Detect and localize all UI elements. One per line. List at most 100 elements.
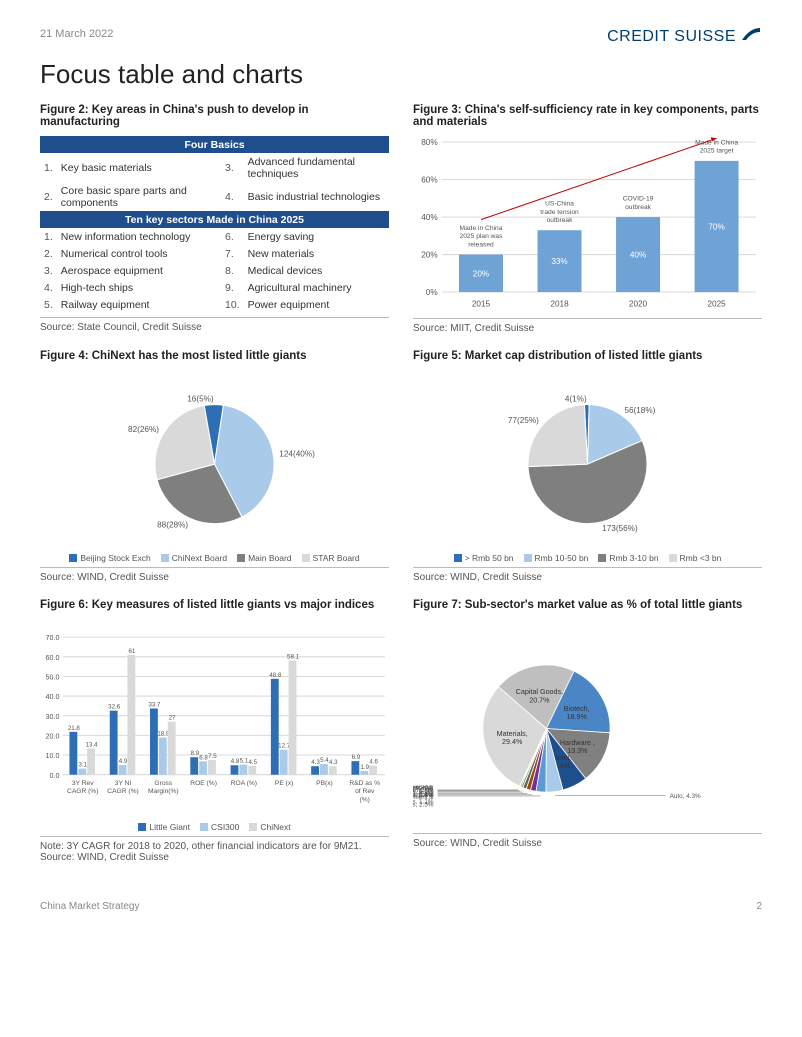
- footer-left: China Market Strategy: [40, 901, 140, 912]
- fig6-title: Figure 6: Key measures of listed little …: [40, 599, 389, 627]
- svg-text:20%: 20%: [421, 251, 437, 260]
- fig2-table: Four Basics1.Key basic materials3.Advanc…: [40, 136, 389, 313]
- svg-text:10.0: 10.0: [46, 752, 60, 760]
- fig3-body: 0%20%40%60%80%20%2015Made in China2025 p…: [413, 136, 762, 314]
- svg-text:6.9: 6.9: [352, 754, 361, 761]
- svg-text:8.9: 8.9: [190, 750, 199, 757]
- svg-text:released: released: [468, 241, 494, 248]
- svg-text:2020: 2020: [629, 299, 648, 308]
- svg-text:PE (x): PE (x): [275, 780, 294, 787]
- fig2-title: Figure 2: Key areas in China's push to d…: [40, 104, 389, 132]
- fig6-body: 0.010.020.030.040.050.060.070.021.83.113…: [40, 631, 389, 833]
- figure-2: Figure 2: Key areas in China's push to d…: [40, 104, 389, 344]
- svg-text:21.8: 21.8: [68, 725, 81, 732]
- svg-text:40%: 40%: [630, 251, 646, 260]
- svg-text:29.4%: 29.4%: [502, 738, 523, 746]
- svg-text:3.1: 3.1: [78, 761, 87, 768]
- svg-text:4.5: 4.5: [248, 759, 257, 766]
- svg-text:20%: 20%: [473, 269, 489, 278]
- svg-text:0.1%: 0.1%: [419, 791, 434, 798]
- svg-text:48.8: 48.8: [269, 671, 282, 678]
- svg-text:Semi,: Semi,: [553, 754, 571, 762]
- page-title: Focus table and charts: [40, 59, 762, 90]
- fig7-source: Source: WIND, Credit Suisse: [413, 833, 762, 849]
- svg-text:0%: 0%: [426, 288, 438, 297]
- svg-text:33%: 33%: [551, 257, 567, 266]
- fig4-source: Source: WIND, Credit Suisse: [40, 567, 389, 583]
- svg-text:PB(x): PB(x): [316, 780, 333, 787]
- svg-text:2025 plan was: 2025 plan was: [460, 233, 504, 240]
- svg-text:outbreak: outbreak: [625, 204, 652, 211]
- svg-text:Auto, 4.3%: Auto, 4.3%: [670, 792, 701, 799]
- fig6-chart: 0.010.020.030.040.050.060.070.021.83.113…: [40, 631, 389, 816]
- svg-text:40%: 40%: [421, 213, 437, 222]
- svg-text:4.8: 4.8: [231, 758, 240, 765]
- svg-text:27: 27: [169, 714, 176, 721]
- svg-text:4.6: 4.6: [369, 758, 378, 765]
- svg-text:(%): (%): [360, 796, 370, 803]
- svg-text:Margin(%): Margin(%): [148, 788, 179, 795]
- figure-5: Figure 5: Market cap distribution of lis…: [413, 350, 762, 593]
- svg-text:20.7%: 20.7%: [529, 696, 550, 704]
- sail-icon: [740, 26, 762, 47]
- svg-text:7.5: 7.5: [208, 753, 217, 760]
- svg-text:77(25%): 77(25%): [508, 415, 539, 424]
- svg-text:16(5%): 16(5%): [187, 394, 214, 403]
- svg-text:60%: 60%: [421, 176, 437, 185]
- svg-text:33.7: 33.7: [148, 701, 161, 708]
- svg-text:173(56%): 173(56%): [602, 524, 638, 533]
- fig2-source: Source: State Council, Credit Suisse: [40, 317, 389, 333]
- svg-text:3Y NI: 3Y NI: [115, 780, 132, 787]
- svg-text:30.0: 30.0: [46, 713, 60, 721]
- fig5-legend: > Rmb 50 bn Rmb 10-50 bn Rmb 3-10 bn Rmb…: [413, 553, 762, 563]
- svg-text:4(1%): 4(1%): [565, 394, 587, 403]
- fig5-body: 4(1%) 56(18%) 173(56%) 77(25%) > Rmb 50 bn …: [413, 382, 762, 563]
- svg-text:32.6: 32.6: [108, 703, 121, 710]
- svg-text:3Y Rev: 3Y Rev: [72, 780, 94, 787]
- svg-text:Hardware ,: Hardware ,: [560, 739, 595, 747]
- fig4-title: Figure 4: ChiNext has the most listed li…: [40, 350, 389, 378]
- svg-text:61: 61: [128, 648, 135, 655]
- fig6-legend: Little Giant CSI300 ChiNext: [40, 822, 389, 832]
- svg-text:Materials,: Materials,: [497, 730, 528, 738]
- svg-text:70%: 70%: [708, 223, 724, 232]
- svg-text:2025 target: 2025 target: [700, 148, 734, 155]
- svg-text:4.3: 4.3: [329, 759, 338, 766]
- fig7-chart: Materials,29.4%Capital Goods,20.7%Biotec…: [413, 631, 762, 826]
- svg-text:40.0: 40.0: [46, 693, 60, 701]
- svg-text:5.1: 5.1: [240, 757, 249, 764]
- fig7-body: Materials,29.4%Capital Goods,20.7%Biotec…: [413, 631, 762, 829]
- svg-text:1.9: 1.9: [360, 764, 369, 771]
- svg-text:60.0: 60.0: [46, 654, 60, 662]
- svg-text:Made in China: Made in China: [695, 139, 738, 146]
- svg-text:20.0: 20.0: [46, 732, 60, 740]
- fig3-chart: 0%20%40%60%80%20%2015Made in China2025 p…: [413, 136, 762, 311]
- svg-text:82(26%): 82(26%): [128, 425, 159, 434]
- figure-4: Figure 4: ChiNext has the most listed li…: [40, 350, 389, 593]
- figure-6: Figure 6: Key measures of listed little …: [40, 599, 389, 874]
- fig5-source: Source: WIND, Credit Suisse: [413, 567, 762, 583]
- fig3-title: Figure 3: China's self-sufficiency rate …: [413, 104, 762, 132]
- svg-text:56(18%): 56(18%): [624, 405, 655, 414]
- fig2-body: Four Basics1.Key basic materials3.Advanc…: [40, 136, 389, 313]
- svg-text:ROA (%): ROA (%): [231, 780, 257, 787]
- svg-text:5.4: 5.4: [320, 757, 329, 764]
- svg-text:18.9%: 18.9%: [567, 713, 588, 721]
- svg-text:124(40%): 124(40%): [279, 449, 315, 458]
- svg-text:trade tension: trade tension: [540, 209, 579, 216]
- fig4-chart: 16(5%)124(40%)88(28%)82(26%): [40, 382, 389, 546]
- svg-text:Gross: Gross: [154, 780, 172, 787]
- logo-text: CREDIT SUISSE: [607, 28, 736, 46]
- brand-logo: CREDIT SUISSE: [607, 28, 762, 47]
- svg-text:2015: 2015: [472, 299, 491, 308]
- svg-text:COVID-19: COVID-19: [623, 196, 654, 203]
- svg-text:Food Beverage,: Food Beverage,: [413, 784, 434, 791]
- fig4-body: 16(5%)124(40%)88(28%)82(26%) Beijing Sto…: [40, 382, 389, 563]
- svg-text:Biotech,: Biotech,: [564, 705, 590, 713]
- svg-text:4.9: 4.9: [119, 758, 128, 765]
- fig6-source: Note: 3Y CAGR for 2018 to 2020, other fi…: [40, 836, 389, 863]
- report-date: 21 March 2022: [40, 28, 113, 40]
- svg-text:ROE (%): ROE (%): [190, 780, 217, 787]
- svg-text:2018: 2018: [550, 299, 569, 308]
- fig7-title: Figure 7: Sub-sector's market value as %…: [413, 599, 762, 627]
